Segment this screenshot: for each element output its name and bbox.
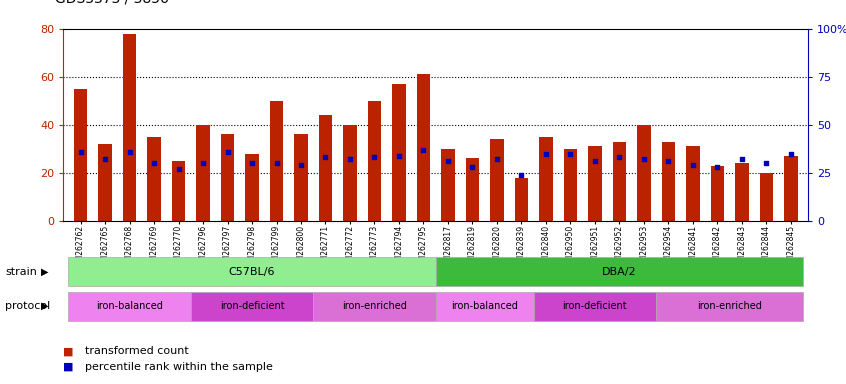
Point (368, 154, 382, 161)
Point (245, 160, 259, 166)
Bar (196, 125, 210, 221)
Point (123, 149, 136, 155)
Bar (294, 134, 308, 221)
Point (662, 158, 675, 164)
Bar (711, 166, 724, 221)
Bar (417, 74, 430, 221)
Bar (172, 161, 185, 221)
Text: GDS3373 / 3856: GDS3373 / 3856 (55, 0, 169, 6)
Bar (490, 139, 503, 221)
Text: iron-enriched: iron-enriched (697, 301, 762, 311)
Point (294, 162, 308, 168)
Point (343, 156, 357, 162)
Point (711, 164, 724, 170)
Bar (123, 33, 136, 221)
Bar (368, 101, 382, 221)
Bar (637, 125, 651, 221)
Point (196, 160, 210, 166)
Point (417, 147, 431, 153)
Bar (465, 158, 479, 221)
Point (441, 158, 454, 164)
Point (637, 156, 651, 162)
Text: ■: ■ (63, 346, 74, 356)
Text: C57BL/6: C57BL/6 (228, 266, 275, 277)
Point (270, 160, 283, 166)
Bar (563, 149, 577, 221)
Bar (343, 125, 357, 221)
Text: transformed count: transformed count (85, 346, 189, 356)
Point (539, 151, 552, 157)
Point (613, 154, 626, 161)
Bar (319, 115, 332, 221)
Point (221, 149, 234, 155)
Bar (221, 134, 234, 221)
Bar (245, 154, 259, 221)
Text: strain: strain (5, 266, 37, 277)
Point (588, 158, 602, 164)
Point (147, 160, 161, 166)
Text: iron-deficient: iron-deficient (220, 301, 284, 311)
Text: protocol: protocol (5, 301, 50, 311)
Text: percentile rank within the sample: percentile rank within the sample (85, 362, 272, 372)
Bar (613, 142, 626, 221)
Bar (270, 101, 283, 221)
Point (319, 154, 332, 161)
Point (393, 152, 406, 159)
Bar (147, 137, 161, 221)
Bar (686, 146, 700, 221)
Point (686, 162, 700, 168)
Point (172, 166, 185, 172)
Point (98, 156, 112, 162)
Point (735, 156, 749, 162)
Bar (514, 177, 528, 221)
Point (514, 172, 528, 178)
Point (490, 156, 503, 162)
Text: iron-balanced: iron-balanced (96, 301, 163, 311)
Text: DBA/2: DBA/2 (602, 266, 637, 277)
Bar (74, 89, 87, 221)
Point (465, 164, 479, 170)
Bar (784, 156, 798, 221)
Text: iron-balanced: iron-balanced (451, 301, 518, 311)
Point (760, 160, 773, 166)
Bar (588, 146, 602, 221)
Text: iron-enriched: iron-enriched (342, 301, 407, 311)
Point (784, 151, 798, 157)
Bar (98, 144, 112, 221)
Bar (539, 137, 552, 221)
Bar (393, 84, 406, 221)
Text: ■: ■ (63, 362, 74, 372)
Point (74, 149, 87, 155)
Text: ▶: ▶ (41, 301, 48, 311)
Bar (442, 149, 454, 221)
Bar (760, 173, 773, 221)
Text: ▶: ▶ (41, 266, 48, 277)
Bar (735, 163, 749, 221)
Point (563, 151, 577, 157)
Text: iron-deficient: iron-deficient (563, 301, 627, 311)
Bar (662, 142, 675, 221)
